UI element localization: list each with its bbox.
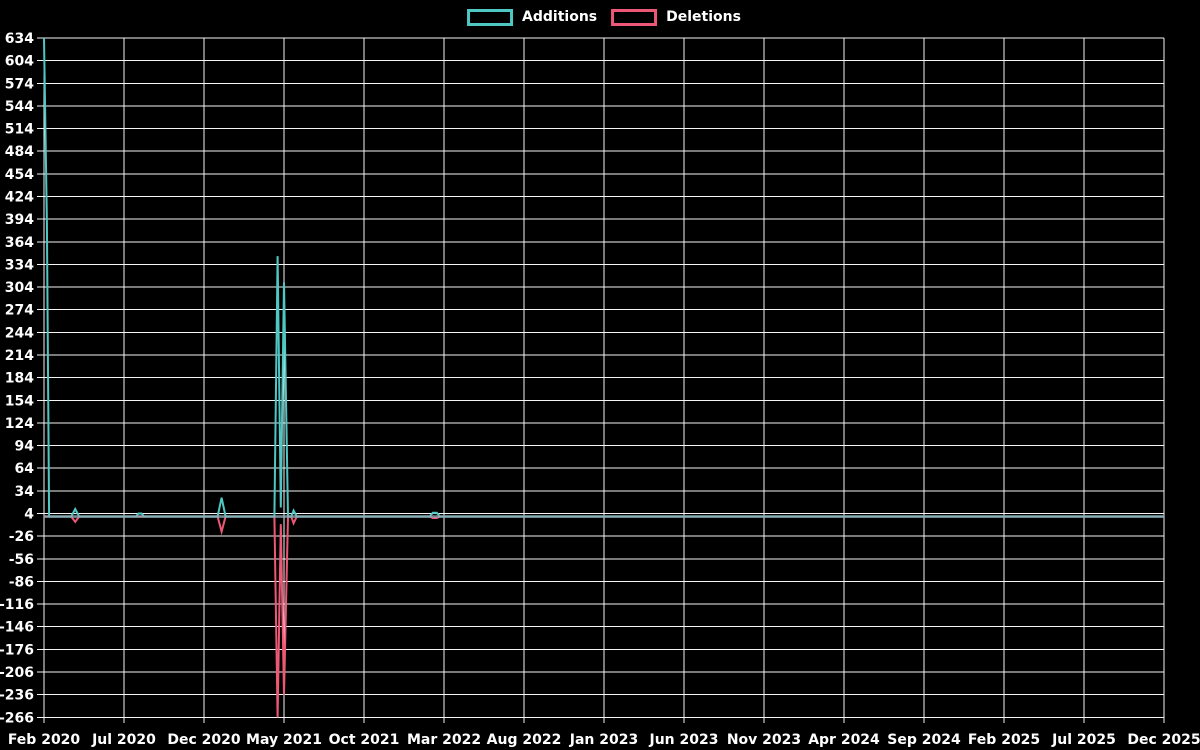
- x-tick-label: Jul 2025: [1051, 732, 1116, 748]
- x-tick-label: Apr 2024: [808, 732, 880, 748]
- x-tick-label: Aug 2022: [487, 732, 562, 748]
- y-tick-label: 484: [5, 144, 34, 160]
- x-tick-label: Mar 2022: [407, 732, 481, 748]
- y-tick-label: -116: [0, 597, 34, 613]
- additions-legend-label: Additions: [522, 9, 598, 25]
- y-tick-label: 454: [5, 167, 34, 183]
- y-tick-label: 334: [5, 257, 34, 273]
- y-tick-label: 154: [5, 393, 34, 409]
- y-tick-label: 64: [15, 461, 35, 477]
- y-tick-label: 34: [15, 484, 35, 500]
- legend-item-deletions[interactable]: Deletions: [611, 8, 741, 26]
- y-tick-label: 514: [5, 122, 34, 138]
- y-tick-label: -266: [0, 710, 34, 726]
- y-tick-label: 244: [5, 325, 34, 341]
- x-tick-label: Nov 2023: [727, 732, 801, 748]
- x-tick-label: Feb 2020: [8, 732, 81, 748]
- y-tick-label: 124: [5, 416, 34, 432]
- y-tick-label: 604: [5, 54, 34, 70]
- y-tick-label: -236: [0, 688, 34, 704]
- y-tick-label: 94: [15, 439, 35, 455]
- x-tick-label: May 2021: [246, 732, 322, 748]
- y-tick-label: 394: [5, 212, 34, 228]
- x-tick-label: Sep 2024: [887, 732, 961, 748]
- y-tick-label: 184: [5, 371, 34, 387]
- y-tick-label: -26: [9, 529, 34, 545]
- x-tick-label: Dec 2025: [1127, 732, 1200, 748]
- y-tick-label: 214: [5, 348, 34, 364]
- y-tick-label: 544: [5, 99, 34, 115]
- y-tick-label: -206: [0, 665, 34, 681]
- x-tick-label: Feb 2025: [968, 732, 1040, 748]
- y-tick-label: 574: [5, 76, 34, 92]
- deletions-legend-label: Deletions: [666, 9, 741, 25]
- x-tick-label: Jun 2023: [649, 732, 719, 748]
- y-tick-label: 274: [5, 303, 34, 319]
- chart-legend: Additions Deletions: [467, 8, 741, 26]
- deletions-swatch-icon: [611, 8, 658, 26]
- y-tick-label: -176: [0, 642, 34, 658]
- x-tick-label: Oct 2021: [329, 732, 400, 748]
- y-tick-label: 634: [5, 31, 34, 47]
- y-tick-label: 4: [24, 507, 34, 523]
- additions-swatch-icon: [467, 8, 514, 26]
- y-tick-label: -56: [9, 552, 34, 568]
- y-tick-label: 364: [5, 235, 34, 251]
- x-tick-label: Dec 2020: [167, 732, 241, 748]
- y-tick-label: -86: [9, 574, 34, 590]
- y-tick-label: 424: [5, 190, 34, 206]
- y-tick-label: -146: [0, 620, 34, 636]
- x-tick-label: Jan 2023: [569, 732, 638, 748]
- x-tick-label: Jul 2020: [91, 732, 156, 748]
- legend-item-additions[interactable]: Additions: [467, 8, 597, 26]
- y-tick-label: 304: [5, 280, 34, 296]
